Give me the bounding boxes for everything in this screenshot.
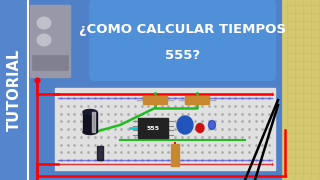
Ellipse shape (37, 34, 51, 46)
Text: 555: 555 (147, 125, 160, 130)
Bar (138, 118, 168, 138)
Ellipse shape (37, 17, 51, 29)
Bar (97, 146, 103, 160)
Bar (283, 0, 320, 180)
Ellipse shape (209, 120, 215, 129)
Bar (32, 55, 68, 70)
FancyBboxPatch shape (89, 0, 276, 81)
Bar (143, 96, 167, 104)
Text: 555?: 555? (165, 49, 200, 62)
Ellipse shape (196, 123, 204, 132)
Bar (171, 144, 179, 166)
Bar (185, 96, 209, 104)
Text: +: + (269, 91, 274, 96)
Bar (92, 112, 95, 132)
Ellipse shape (177, 116, 193, 134)
Bar (30, 5, 70, 77)
Ellipse shape (83, 129, 97, 134)
Text: ¿COMO CALCULAR TIEMPOS: ¿COMO CALCULAR TIEMPOS (79, 23, 286, 36)
Text: TUTORIAL: TUTORIAL (6, 49, 21, 131)
Bar (55, 88, 275, 170)
Ellipse shape (83, 109, 97, 114)
Text: +: + (269, 161, 274, 166)
Bar (83, 112, 97, 132)
Bar (0, 0, 28, 180)
